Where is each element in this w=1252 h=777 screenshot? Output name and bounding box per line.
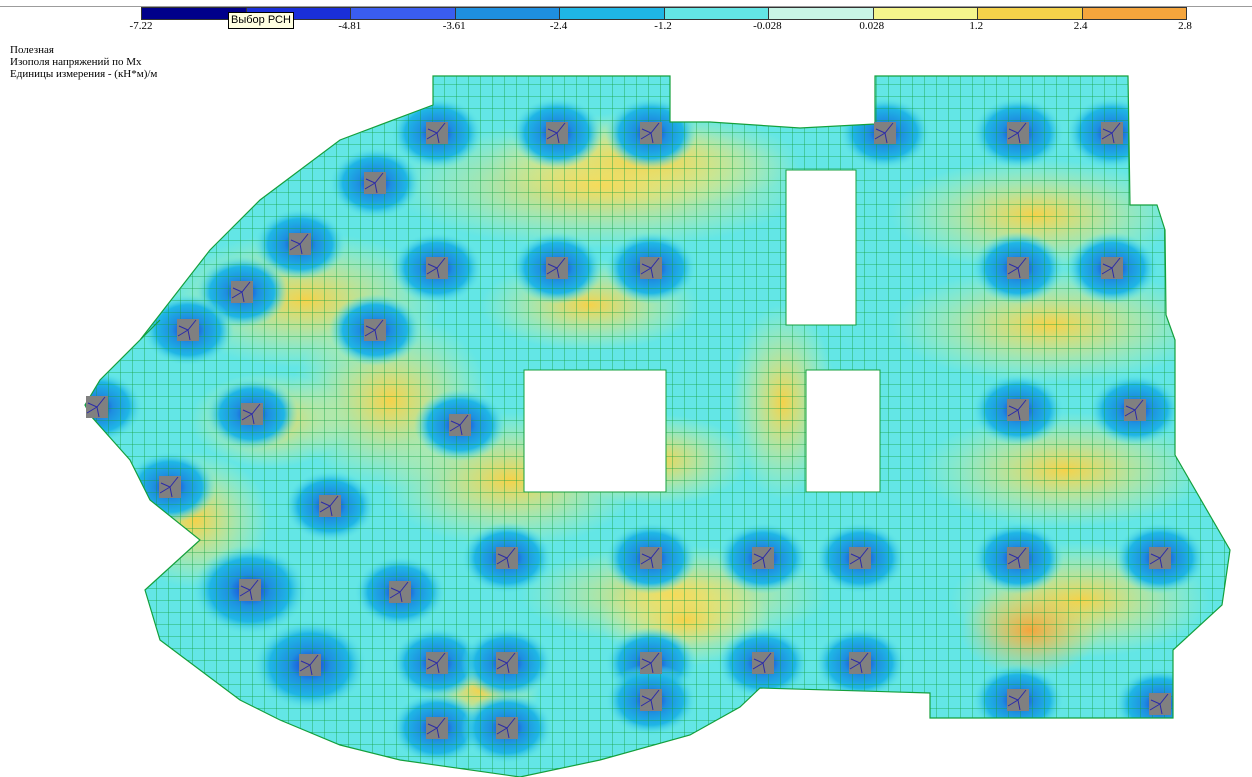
column-mesh: [364, 172, 384, 194]
column-mesh: [177, 319, 197, 341]
column-mesh: [1007, 689, 1027, 711]
column-mesh: [546, 122, 566, 144]
opening-left: [523, 369, 667, 493]
column-mesh: [849, 547, 869, 569]
column-mesh: [1149, 547, 1169, 569]
column-mesh: [289, 233, 309, 255]
column-mesh: [640, 122, 660, 144]
column-mesh: [389, 581, 409, 603]
units-label: Единицы измерения - (кН*м)/м: [10, 68, 158, 80]
columns: [86, 122, 1171, 739]
scale-tick-label: -7.22: [129, 20, 153, 32]
column-mesh: [1007, 122, 1027, 144]
scale-tick-label: 2.4: [1073, 20, 1088, 32]
scale-segment: [246, 8, 351, 19]
column-mesh: [426, 257, 446, 279]
column-mesh: [231, 281, 251, 303]
color-scale-ticks: -7.22-6.01-4.81-3.61-2.4-1.2-0.0280.0281…: [0, 20, 1252, 34]
column-mesh: [752, 652, 772, 674]
column-mesh: [1101, 257, 1121, 279]
color-scale-bar: [141, 7, 1187, 20]
column-mesh: [496, 547, 516, 569]
opening-shaft: [785, 169, 857, 326]
column-mesh: [319, 495, 339, 517]
top-rule: [0, 6, 1252, 7]
scale-tick-label: 1.2: [969, 20, 984, 32]
scale-tick-label: -1.2: [654, 20, 672, 32]
column-mesh: [426, 717, 446, 739]
column-mesh: [640, 547, 660, 569]
column-mesh: [640, 257, 660, 279]
opening-right: [805, 369, 881, 493]
column-mesh: [299, 654, 319, 676]
column-mesh: [1007, 399, 1027, 421]
column-mesh: [640, 652, 660, 674]
scale-tick-label: -4.81: [338, 20, 362, 32]
column-mesh: [449, 414, 469, 436]
scale-tick-label: -0.028: [753, 20, 782, 32]
column-mesh: [1149, 693, 1169, 715]
column-mesh: [364, 319, 384, 341]
column-mesh: [241, 403, 261, 425]
column-mesh: [849, 652, 869, 674]
column-mesh: [496, 717, 516, 739]
column-mesh: [1007, 547, 1027, 569]
mode-label: Изополя напряжений по Mx: [10, 56, 142, 68]
column-mesh: [159, 476, 179, 498]
scale-tick-label: 2.8: [1178, 20, 1192, 32]
column-mesh: [426, 122, 446, 144]
openings: [523, 169, 881, 493]
column-mesh: [86, 396, 106, 418]
tooltip-rsn: Выбор РСН: [228, 12, 294, 29]
column-mesh: [752, 547, 772, 569]
column-mesh: [546, 257, 566, 279]
result-info: Полезная Изополя напряжений по Mx Единиц…: [10, 44, 157, 80]
scale-tick-label: 0.028: [859, 20, 885, 32]
scale-segment: [1082, 8, 1186, 19]
scale-tick-label: -3.61: [442, 20, 466, 32]
loadcase-label: Полезная: [10, 44, 54, 56]
scale-segment: [455, 8, 560, 19]
column-mesh: [426, 652, 446, 674]
scale-tick-label: -2.4: [549, 20, 568, 32]
column-mesh: [874, 122, 894, 144]
slab-outline: [84, 75, 1231, 777]
column-mesh: [1124, 399, 1144, 421]
column-mesh: [1007, 257, 1027, 279]
column-mesh: [1101, 122, 1121, 144]
scale-segment: [351, 8, 456, 19]
scale-segment: [560, 8, 665, 19]
column-mesh: [640, 689, 660, 711]
scale-segment: [769, 8, 874, 19]
column-mesh: [496, 652, 516, 674]
scale-segment: [978, 8, 1083, 19]
scale-segment: [873, 8, 978, 19]
column-mesh: [239, 579, 259, 601]
scale-segment: [664, 8, 769, 19]
